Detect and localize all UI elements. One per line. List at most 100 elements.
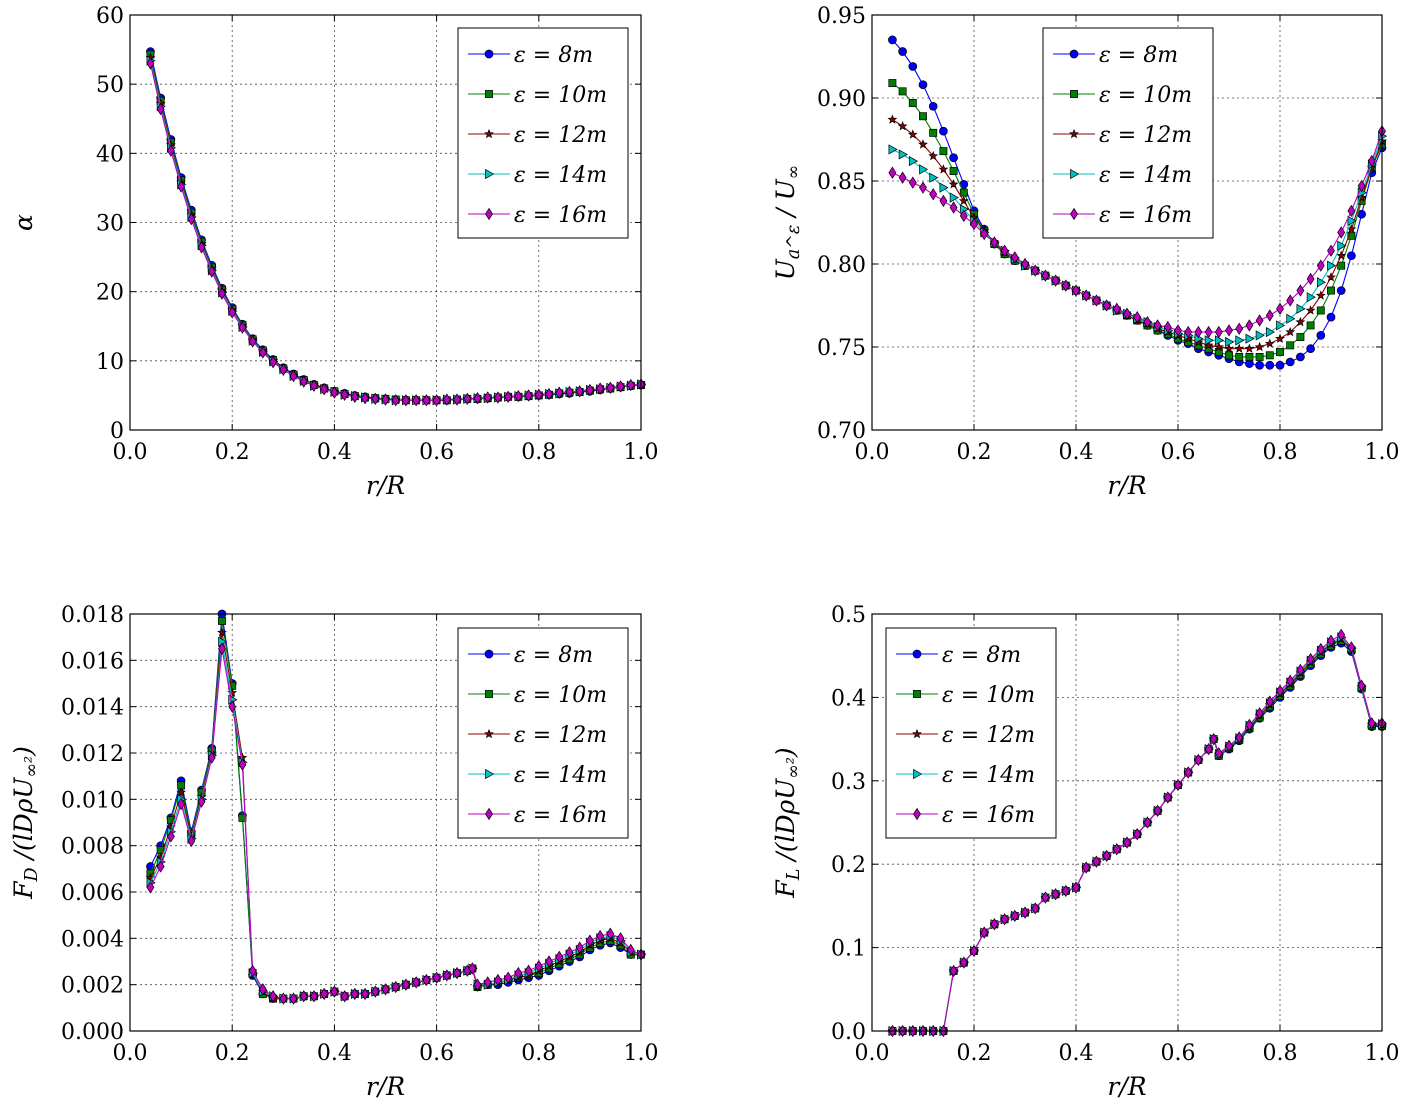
data-point <box>1276 302 1284 315</box>
y-tick-label: 0.75 <box>817 336 866 361</box>
legend-label: ε = 8m <box>514 643 593 668</box>
data-point <box>626 943 635 957</box>
data-point <box>1265 360 1275 370</box>
data-point <box>310 379 318 392</box>
legend-label: ε = 14m <box>942 763 1035 788</box>
data-point <box>1174 324 1182 337</box>
data-point <box>468 962 477 975</box>
legend-label: ε = 10m <box>1099 83 1192 108</box>
data-point <box>1337 628 1346 642</box>
data-point <box>453 393 461 406</box>
series-markers-5 <box>146 57 645 407</box>
data-point <box>1153 319 1162 332</box>
data-point <box>269 990 277 1003</box>
legend: ε = 8m ε = 10m ε = 12m ε = 14m ε = 16m <box>885 627 1057 839</box>
x-axis-label: r/R <box>366 471 405 500</box>
data-point <box>1316 259 1325 272</box>
data-point <box>1306 272 1315 286</box>
x-tick-label: 0.2 <box>215 1041 250 1066</box>
legend-marker <box>913 807 921 821</box>
legend-marker <box>485 807 493 821</box>
data-point <box>1245 333 1255 344</box>
data-point <box>1123 307 1131 320</box>
legend-marker <box>1070 168 1080 180</box>
legend-label: ε = 8m <box>1099 43 1178 68</box>
chart-panel-3: 0.0 0.2 0.4 0.6 0.8 1.0 0.000 0.002 0.004 0.006 0.… <box>9 603 659 1101</box>
data-point <box>959 956 968 969</box>
data-point <box>514 389 523 403</box>
series-markers-5 <box>888 628 1386 1037</box>
data-point <box>898 149 908 160</box>
legend-entry: ε = 10m <box>468 683 607 708</box>
legend-label: ε = 12m <box>514 723 607 748</box>
data-point <box>1214 325 1223 339</box>
data-point <box>939 126 948 136</box>
legend-label: ε = 8m <box>942 643 1021 668</box>
data-point <box>524 964 533 977</box>
data-point <box>1337 226 1346 239</box>
data-point <box>1265 351 1274 360</box>
data-point <box>1315 290 1326 300</box>
data-point <box>897 121 908 131</box>
data-point <box>545 387 553 401</box>
data-point <box>197 795 206 808</box>
axes-frame <box>871 14 1383 431</box>
y-axis-label: FL​ /(lDρU∞²​) <box>771 747 804 898</box>
x-tick-label: 0.4 <box>317 440 352 465</box>
x-tick-label: 0.2 <box>957 440 992 465</box>
legend-marker <box>913 768 923 780</box>
data-point <box>908 155 919 167</box>
x-tick-label: 1.0 <box>1365 1041 1400 1066</box>
data-point <box>176 787 187 797</box>
data-point <box>1184 325 1193 339</box>
x-tick-label: 0.2 <box>957 1041 992 1066</box>
y-tick-label: 20 <box>96 281 124 306</box>
data-point <box>177 797 186 811</box>
data-point <box>918 139 928 149</box>
data-point <box>1276 348 1284 356</box>
data-point <box>1254 341 1265 352</box>
data-point <box>524 389 533 402</box>
legend-entry: ε = 8m <box>1053 43 1178 68</box>
data-point <box>1102 299 1111 312</box>
data-point <box>949 201 958 214</box>
x-axis-label: r/R <box>1107 1072 1146 1101</box>
y-tick-label: 0.3 <box>831 770 866 795</box>
data-point <box>1235 353 1244 361</box>
y-tick-label: 0.2 <box>831 853 866 878</box>
data-point <box>1041 891 1050 904</box>
data-point <box>156 860 165 873</box>
y-tick-label: 0.90 <box>817 87 866 112</box>
legend-marker <box>484 649 494 659</box>
data-point <box>1316 642 1325 656</box>
legend-entry: ε = 14m <box>468 163 607 188</box>
data-point <box>1225 351 1233 360</box>
data-point <box>1347 641 1356 654</box>
data-point <box>898 47 907 56</box>
data-point <box>279 363 288 376</box>
data-point <box>1234 343 1245 353</box>
x-tick-label: 0.6 <box>1161 440 1196 465</box>
data-point <box>258 346 267 359</box>
data-point <box>949 153 958 163</box>
legend-marker <box>1070 90 1078 98</box>
data-point <box>1204 325 1213 339</box>
data-point <box>1367 717 1376 730</box>
data-point <box>990 918 999 931</box>
data-point <box>350 390 359 403</box>
data-point <box>1347 251 1356 261</box>
data-point <box>504 971 513 984</box>
data-point <box>1276 684 1284 697</box>
data-point <box>514 966 523 980</box>
data-point <box>166 144 175 157</box>
x-tick-label: 0.8 <box>521 1041 556 1066</box>
data-point <box>1123 836 1131 849</box>
y-tick-label: 50 <box>96 73 124 98</box>
data-point <box>888 35 897 45</box>
data-point <box>928 150 939 161</box>
data-point <box>146 57 155 70</box>
legend-marker <box>485 168 495 180</box>
data-point <box>1051 274 1060 287</box>
y-tick-label: 0.85 <box>817 170 866 195</box>
data-point <box>1326 312 1336 322</box>
